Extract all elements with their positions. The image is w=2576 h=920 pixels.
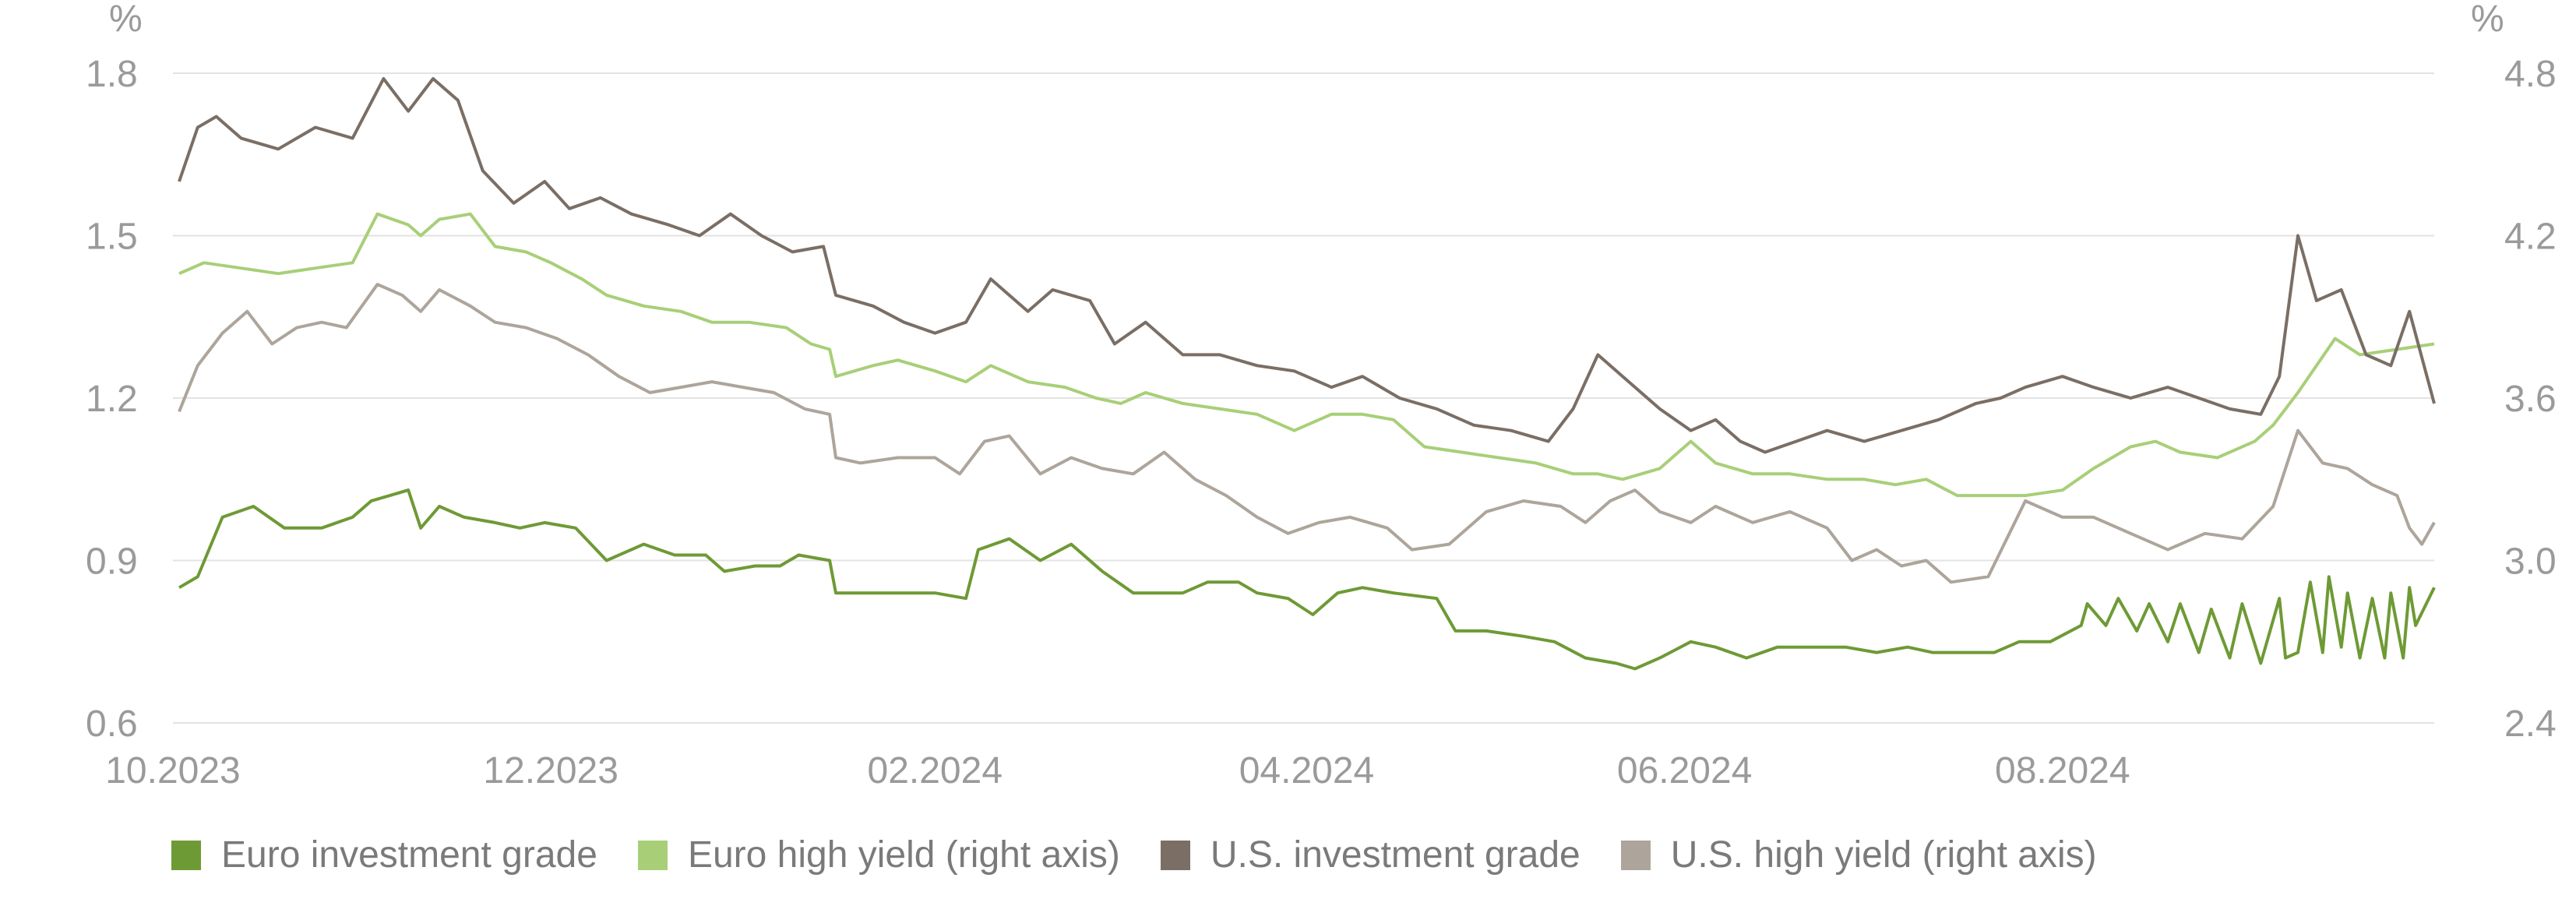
- right-axis-unit-label: %: [2471, 0, 2504, 40]
- legend: Euro investment grade Euro high yield (r…: [171, 834, 2137, 876]
- series-line-2: [178, 212, 2435, 498]
- left-tick-label: 0.9: [86, 541, 138, 583]
- legend-swatch-euro-hy: [637, 840, 668, 870]
- series-line-4: [178, 283, 2436, 584]
- legend-swatch-us-ig: [1160, 840, 1190, 870]
- legend-label-us-ig: U.S. investment grade: [1210, 834, 1580, 876]
- right-tick-label: 4.2: [2504, 217, 2557, 258]
- legend-item-us-hy: U.S. high yield (right axis): [1620, 834, 2097, 876]
- legend-item-euro-ig: Euro investment grade: [171, 834, 597, 876]
- legend-swatch-us-hy: [1620, 840, 1651, 870]
- left-axis-unit-label: %: [109, 0, 143, 40]
- left-tick-label: 0.6: [86, 703, 138, 745]
- x-tick-label: 06.2024: [1617, 750, 1753, 791]
- right-tick-label: 3.0: [2504, 541, 2557, 583]
- x-tick-label: 12.2023: [483, 750, 618, 791]
- legend-swatch-euro-ig: [171, 840, 201, 870]
- right-tick-label: 3.6: [2504, 379, 2557, 420]
- right-tick-label: 4.8: [2504, 54, 2557, 95]
- legend-item-euro-hy: Euro high yield (right axis): [637, 834, 1120, 876]
- gridlines: [173, 72, 2434, 724]
- x-tick-label: 10.2023: [105, 750, 241, 791]
- left-tick-label: 1.2: [86, 379, 138, 420]
- x-tick-label: 04.2024: [1239, 750, 1375, 791]
- series-line-1: [178, 488, 2436, 671]
- legend-item-us-ig: U.S. investment grade: [1160, 834, 1580, 876]
- series-line-3: [178, 77, 2436, 454]
- x-tick-label: 08.2024: [1995, 750, 2130, 791]
- series-lines: [178, 77, 2436, 671]
- left-tick-label: 1.8: [86, 54, 138, 95]
- right-tick-label: 2.4: [2504, 703, 2557, 745]
- legend-label-euro-hy: Euro high yield (right axis): [687, 834, 1120, 876]
- axis-ticks: 0.6 0.9 1.2 1.5 1.8 2.4 3.0 3.6 4.2 4.8% % 10.2023 1…: [86, 0, 2557, 791]
- legend-label-euro-ig: Euro investment grade: [221, 834, 597, 876]
- left-tick-label: 1.5: [86, 217, 138, 258]
- legend-label-us-hy: U.S. high yield (right axis): [1670, 834, 2097, 876]
- x-tick-label: 02.2024: [868, 750, 1003, 791]
